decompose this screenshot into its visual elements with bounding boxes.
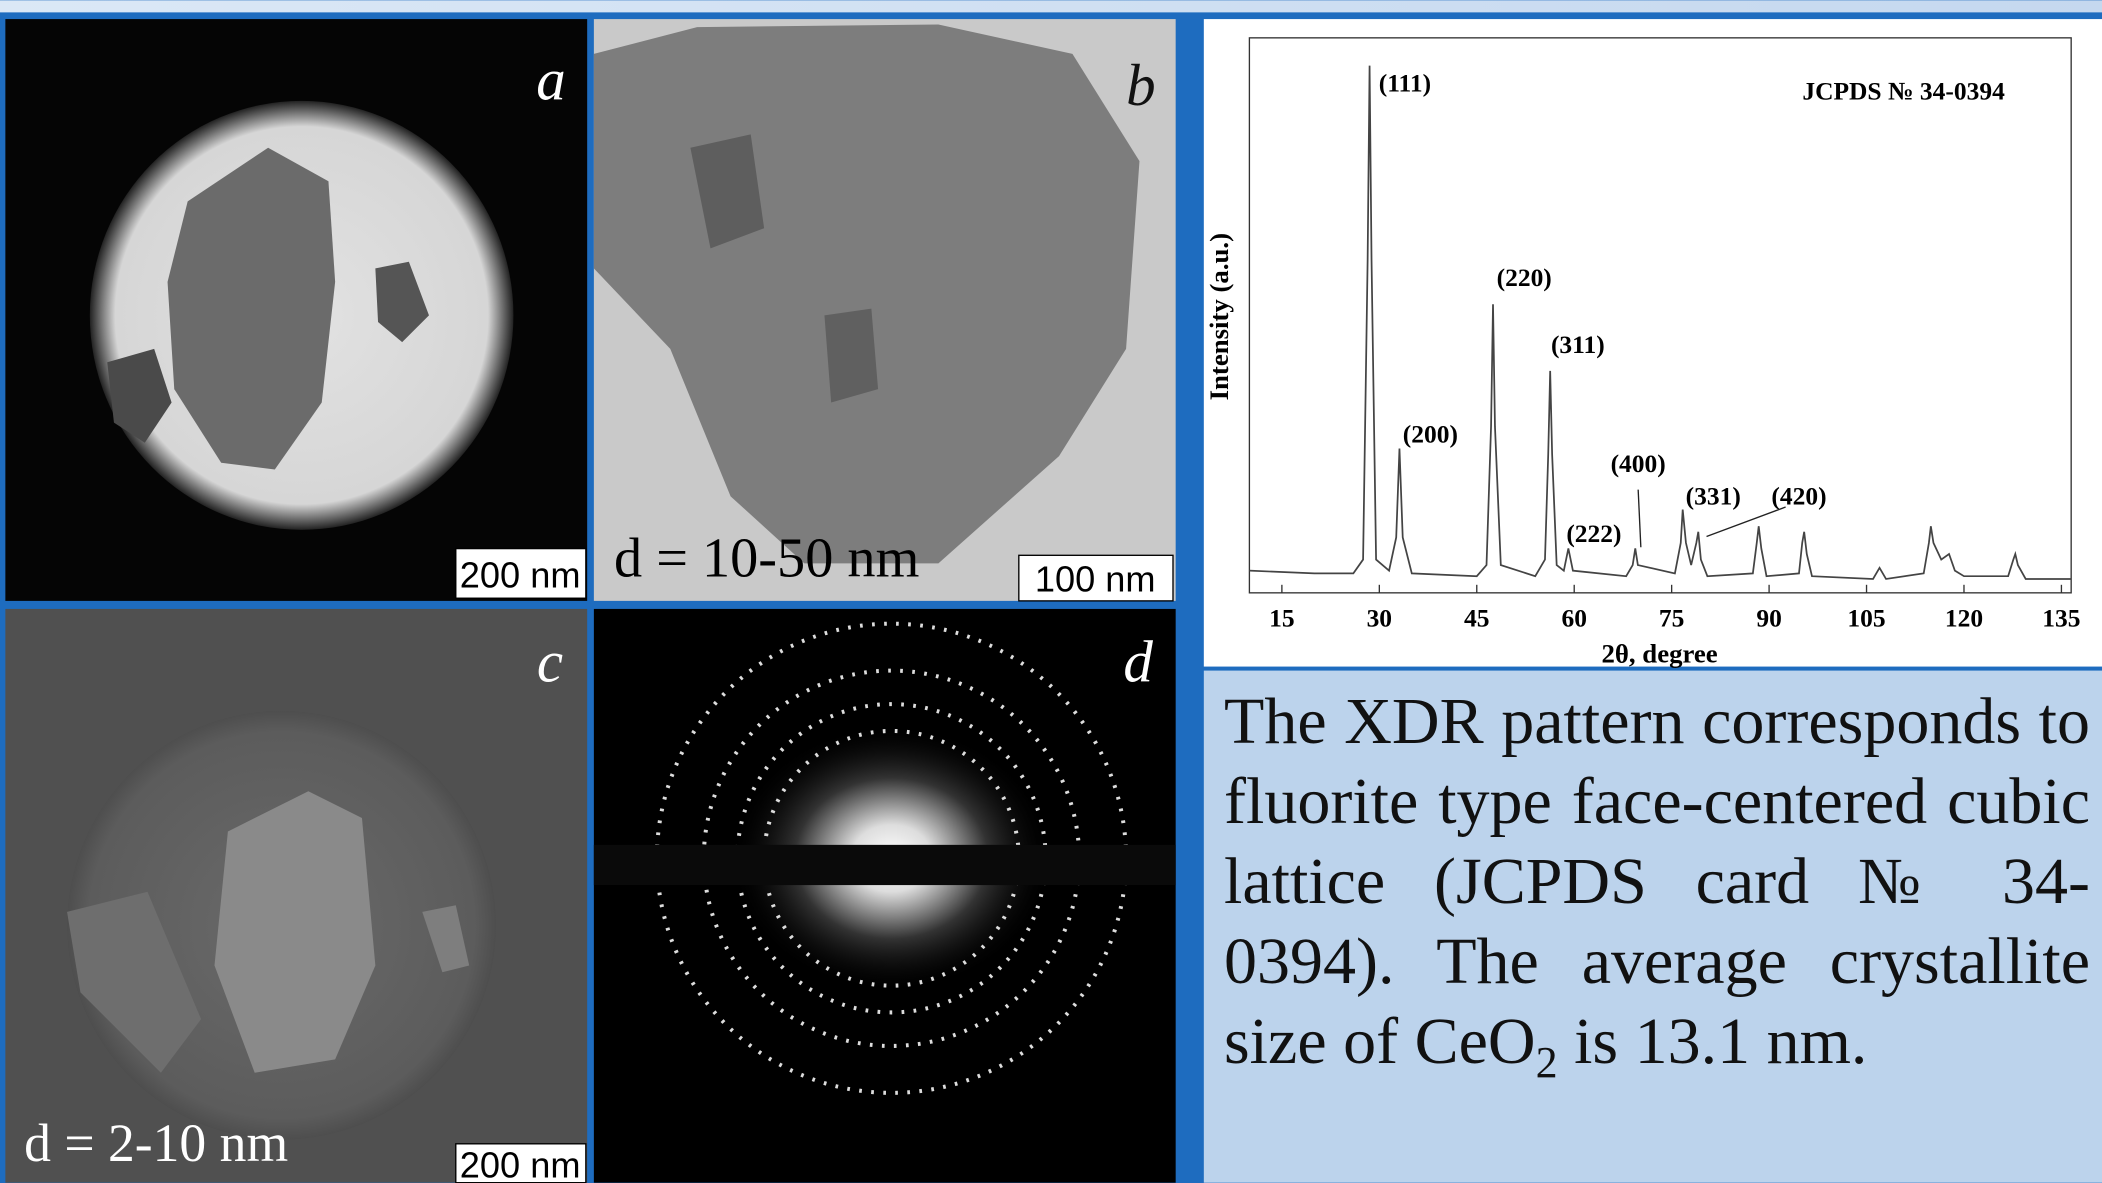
y-axis-label: Intensity (a.u.) (1204, 233, 1234, 400)
panel-label: b (1126, 52, 1155, 118)
beam-stop (594, 845, 1176, 885)
caption-subscript: 2 (1536, 1038, 1558, 1087)
caption-text: is 13.1 nm. (1558, 1005, 1868, 1078)
x-tick-label: 105 (1847, 603, 1885, 632)
scale-bar-label: 100 nm (1035, 559, 1156, 600)
x-tick-label: 120 (1945, 603, 1983, 632)
x-tick-label: 15 (1269, 603, 1294, 632)
slide: 200 nm 100 nm 200 nm a b c d d = 10-50 n… (0, 0, 2102, 1183)
peak-label: (200) (1403, 420, 1458, 449)
peak-label: (222) (1566, 519, 1621, 548)
caption: The XDR pattern corresponds to fluorite … (1224, 682, 2090, 1082)
peak-label: (111) (1379, 68, 1431, 97)
x-tick-label: 45 (1464, 603, 1489, 632)
panel-label: d (1123, 628, 1153, 694)
x-tick-label: 30 (1367, 603, 1392, 632)
chart-title: JCPDS № 34-0394 (1802, 77, 2005, 106)
particle (824, 309, 878, 403)
chart-background (1204, 19, 2102, 666)
peak-label: (400) (1611, 449, 1666, 478)
panel-label: c (537, 628, 563, 694)
x-tick-label: 60 (1561, 603, 1586, 632)
top-strip (0, 0, 2102, 12)
peak-label: (311) (1551, 330, 1605, 359)
peak-label: (331) (1686, 481, 1741, 510)
size-note: d = 10-50 nm (614, 528, 919, 590)
size-note: d = 2-10 nm (24, 1113, 288, 1173)
x-tick-label: 90 (1756, 603, 1781, 632)
scale-bar-label: 200 nm (460, 554, 581, 595)
x-tick-label: 135 (2042, 603, 2080, 632)
x-axis-label: 2θ, degree (1602, 639, 1718, 669)
scale-bar-label: 200 nm (460, 1144, 581, 1183)
peak-label: (420) (1771, 481, 1826, 510)
panel-label: a (536, 47, 565, 113)
peak-label: (220) (1497, 263, 1552, 292)
x-tick-label: 75 (1659, 603, 1684, 632)
